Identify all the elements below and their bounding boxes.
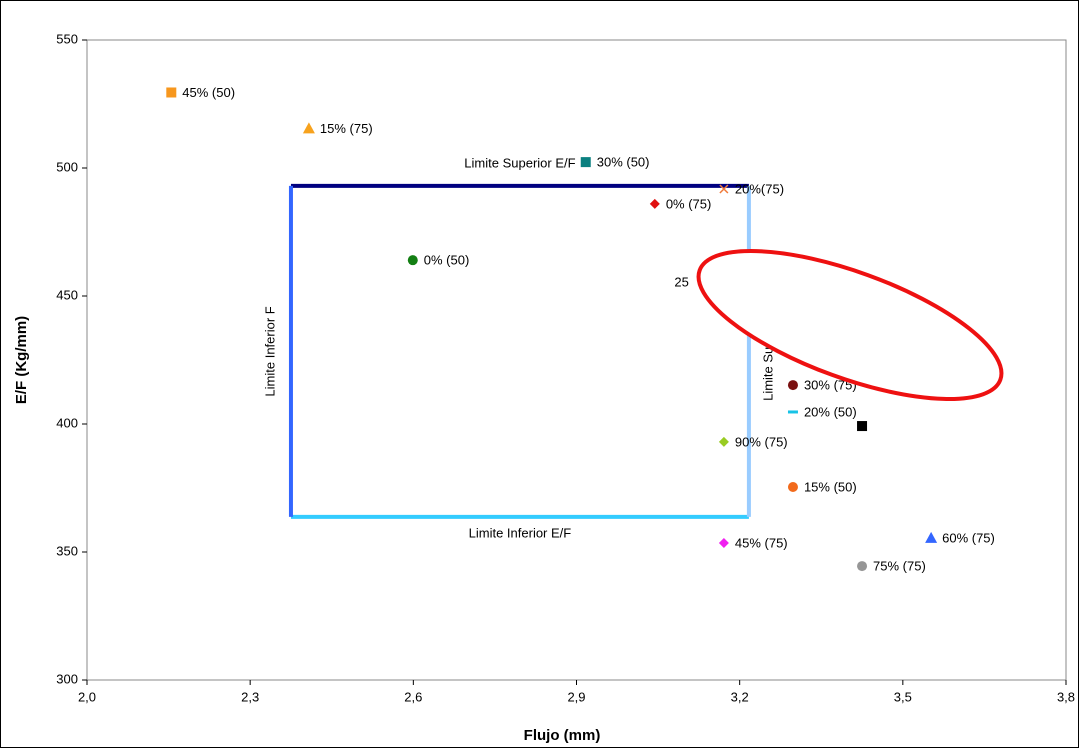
highlight-ellipse: [696, 249, 1004, 401]
data-point: [925, 531, 938, 543]
y-tick-label: 300: [56, 671, 78, 686]
data-point: [649, 198, 660, 209]
data-point: [407, 255, 418, 266]
data-point: [718, 538, 729, 549]
data-point: [580, 157, 591, 168]
annotation: 25: [674, 275, 688, 290]
data-point: [166, 87, 177, 98]
y-tick-label: 400: [56, 415, 78, 430]
point-label: 30% (50): [597, 155, 650, 170]
y-tick-label: 350: [56, 543, 78, 558]
point-label: 20% (50): [804, 404, 857, 419]
x-tick-label: 2,9: [567, 689, 585, 704]
point-label: 90% (75): [735, 434, 788, 449]
x-tick-label: 3,5: [894, 689, 912, 704]
data-point: [857, 561, 868, 572]
data-point: [302, 122, 315, 134]
x-tick-label: 2,3: [241, 689, 259, 704]
point-label: 20%(75): [735, 181, 784, 196]
y-tick-label: 500: [56, 159, 78, 174]
limit-label: Limite Inferior F: [262, 306, 277, 396]
point-label: 45% (50): [182, 85, 235, 100]
x-tick-label: 2,6: [404, 689, 422, 704]
data-point: [857, 421, 868, 432]
point-label: 15% (75): [320, 121, 373, 136]
x-tick-label: 3,8: [1057, 689, 1075, 704]
point-label: 75% (75): [873, 559, 926, 574]
y-axis-title: E/F (Kg/mm): [13, 316, 30, 404]
x-axis-title: Flujo (mm): [524, 727, 601, 744]
y-tick-label: 550: [56, 31, 78, 46]
point-label: 0% (50): [424, 253, 470, 268]
data-point: [719, 184, 729, 194]
limit-label: Limite Superior E/F: [464, 155, 575, 170]
y-tick-label: 450: [56, 287, 78, 302]
data-point: [787, 410, 798, 414]
point-label: 60% (75): [942, 530, 995, 545]
limit-label: Limite Inferior E/F: [469, 525, 572, 540]
data-point: [787, 481, 798, 492]
data-point: [787, 380, 798, 391]
x-tick-label: 3,2: [731, 689, 749, 704]
point-label: 0% (75): [666, 196, 712, 211]
point-label: 30% (75): [804, 378, 857, 393]
data-point: [718, 436, 729, 447]
point-label: 15% (50): [804, 479, 857, 494]
x-tick-label: 2,0: [78, 689, 96, 704]
point-label: 45% (75): [735, 535, 788, 550]
